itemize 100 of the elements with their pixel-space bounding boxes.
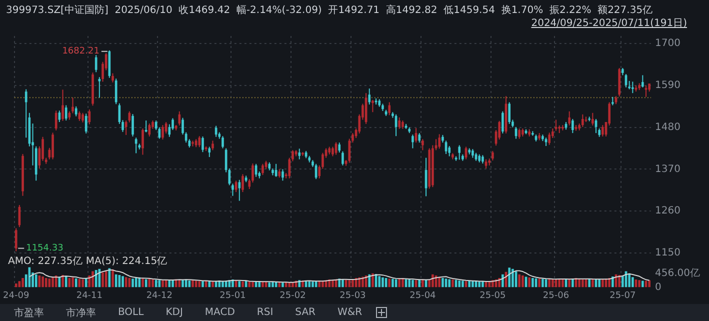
bar [442,278,444,288]
x-tick-label: 25-01 [220,290,246,301]
y-tick-label: 1590 [655,80,680,92]
y-tick-label: 1700 [655,38,680,50]
bar [84,278,88,288]
bar [578,278,581,288]
bar [278,282,281,288]
bar [158,280,161,288]
text: MACD [204,307,235,318]
bar [42,276,44,288]
bar [642,280,644,288]
bar [502,274,504,288]
bar [272,282,274,288]
x-tick-label: 24-12 [146,290,172,301]
bar [242,281,244,288]
bar [142,278,144,288]
y2-tick-label: 456.00亿 [655,268,700,279]
bar [592,278,594,288]
bar [262,281,264,288]
bar [628,273,631,288]
bar [74,278,78,288]
bar [458,280,461,288]
bar [92,271,94,288]
bar [222,281,224,288]
bar [168,280,171,288]
bar [538,278,541,288]
bar [208,281,211,288]
bar [618,274,621,288]
bar [172,280,174,288]
x-tick-label: 25-07 [610,290,636,301]
bar [64,276,68,288]
bar [478,282,481,288]
bar [348,280,351,288]
bar [178,280,181,288]
bar [308,281,311,288]
bar [602,280,604,288]
y-tick-label: 1370 [655,164,680,175]
bar [332,280,334,288]
bar [382,277,384,288]
bar [182,280,184,288]
bar [378,276,381,288]
bar [212,282,214,288]
bar [112,269,114,288]
text: 市盈率 [14,306,44,320]
bar [528,277,531,288]
bar [358,277,361,288]
bar [162,280,164,288]
bar [438,277,441,288]
bar [582,280,584,288]
bar [472,281,474,288]
text: KDJ [166,307,183,318]
x-tick-label: 25-06 [542,290,570,301]
bar [52,277,54,288]
bar [188,280,191,288]
bar [34,274,38,288]
bar [418,280,421,288]
bar [192,280,194,288]
bar [452,280,454,288]
annotation: 1154.33 [26,244,64,254]
bar [638,280,640,288]
bar [512,268,514,288]
bar [372,273,374,288]
bar [152,280,154,288]
text: 市净率 [66,306,96,320]
bar [132,278,134,288]
bar [62,274,64,288]
y2-tick-label: 0 [655,282,662,293]
x-tick-label: 25-02 [280,290,306,301]
bar [532,278,534,288]
text: SAR [295,307,316,318]
bar [198,281,201,288]
bar [82,279,84,288]
bar [462,280,464,288]
bar [288,282,291,288]
bar [102,272,104,288]
bar [398,278,401,288]
bar [94,270,98,288]
x-tick-label: 24-11 [76,290,102,301]
bar [252,282,254,288]
bar [562,278,564,288]
chart-title: 399973.SZ[中证国防] 2025/06/10 收1469.42 幅-2.14%(-32.09) 开1492.71 高1492.82 低1459.54 换1.70% 振2.22% 额227.35亿 [6,4,653,17]
y-tick-label: 1480 [655,122,680,133]
bar [118,274,121,288]
bar [522,276,524,288]
annotation: 1682.21 [62,46,100,57]
bar [388,278,391,288]
bar [122,276,124,288]
annotation: AMO: 227.35亿 MA(5): 224.15亿 [8,255,168,268]
bar [482,281,484,288]
bar [54,276,58,288]
bar [238,281,241,288]
bar [468,280,471,288]
bar [648,280,650,288]
bar [598,280,601,288]
bar [412,280,414,288]
bar [632,277,634,288]
bar [432,274,434,288]
bar [248,282,251,288]
x-tick-label: 25-05 [480,290,506,301]
bar [202,281,204,288]
